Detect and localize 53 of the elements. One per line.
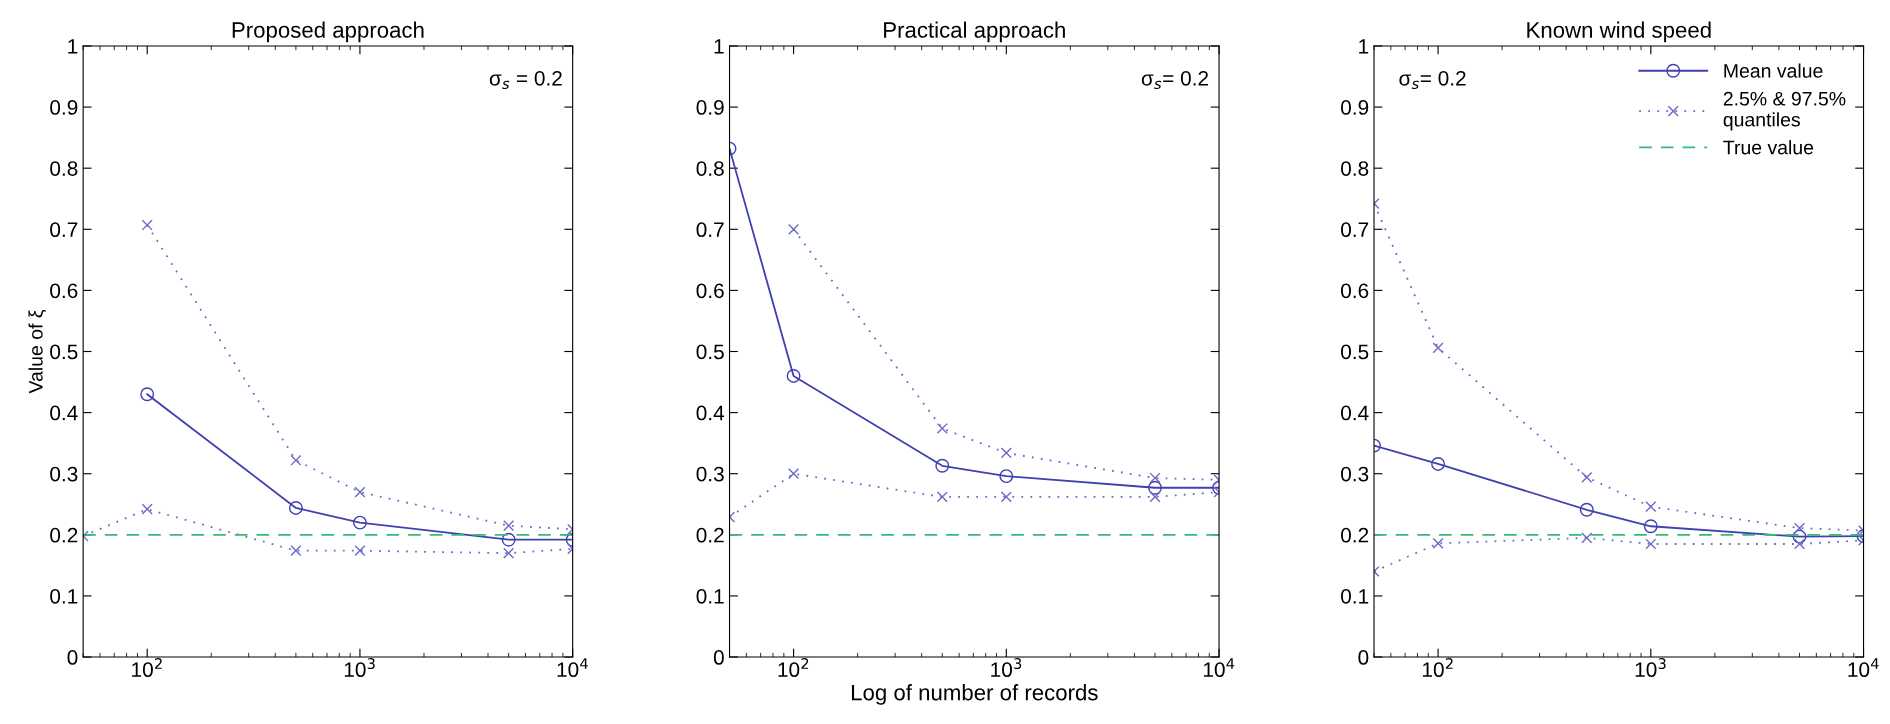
y-tick-label: 0.8 (50, 161, 78, 176)
y-tick-label: 0.6 (696, 283, 724, 299)
y-tick-label: 0.9 (696, 100, 724, 115)
x-tick-label: 10$^{3}$ (1635, 658, 1666, 678)
x-tick-label: 10$^{4}$ (1203, 658, 1235, 678)
legend-label: Mean value (1724, 63, 1823, 78)
y-tick-label: 0.8 (1341, 161, 1369, 176)
chart-title: Practical approach (884, 21, 1065, 43)
y-tick-label: 1 (1359, 39, 1369, 54)
y-tick-label: 0.2 (696, 527, 724, 543)
y-tick-label: 0.9 (50, 100, 78, 115)
y-tick-label: 0.3 (1341, 466, 1369, 482)
y-tick-label: 0.9 (1341, 100, 1369, 115)
x-tick-label: 10$^{2}$ (132, 658, 162, 678)
y-tick-label: 0.8 (696, 161, 724, 176)
y-tick-label: 0.1 (696, 588, 724, 604)
annotation: σ$_{s}$= 0.2 (1141, 70, 1209, 90)
legend-label: True value (1723, 140, 1814, 155)
y-tick-label: 0.1 (50, 588, 78, 604)
y-tick-label: 0.4 (50, 405, 78, 421)
chart-title: Known wind speed (1527, 21, 1711, 43)
x-tick-label: 10$^{3}$ (991, 658, 1022, 678)
y-tick-label: 0.1 (1341, 588, 1369, 604)
x-axis-title: Log of number of records (851, 684, 1098, 705)
y-tick-label: 0.2 (1341, 527, 1369, 543)
x-tick-label: 10$^{3}$ (344, 658, 375, 678)
y-tick-label: 0.5 (50, 344, 78, 360)
y-tick-label: 0.4 (1341, 405, 1369, 421)
y-axis-title: Value of ξ (28, 309, 46, 394)
y-tick-label: 1 (68, 39, 78, 54)
y-tick-label: 0.3 (696, 466, 724, 482)
y-tick-label: 0.5 (1341, 344, 1369, 360)
x-tick-label: 10$^{4}$ (557, 658, 588, 678)
annotation: σ$_{s}$ = 0.2 (489, 70, 562, 90)
chart-title: Proposed approach (232, 21, 424, 43)
x-tick-label: 10$^{2}$ (778, 658, 809, 678)
y-tick-label: 0.5 (696, 344, 724, 360)
y-tick-label: 0.7 (50, 222, 78, 238)
y-tick-label: 0.7 (1341, 222, 1369, 238)
y-tick-label: 0.7 (696, 222, 724, 238)
y-tick-label: 0.3 (50, 466, 78, 482)
y-tick-label: 0 (67, 650, 78, 665)
x-tick-label: 10$^{2}$ (1422, 658, 1453, 678)
legend-label: 2.5% & 97.5% quantiles (1723, 91, 1846, 131)
y-tick-label: 0 (713, 650, 724, 665)
y-tick-label: 0.4 (696, 405, 725, 421)
y-tick-label: 0.6 (50, 283, 78, 299)
y-tick-label: 1 (714, 39, 724, 54)
annotation: σ$_{s}$= 0.2 (1399, 70, 1466, 90)
x-tick-label: 10$^{4}$ (1848, 658, 1879, 678)
y-tick-label: 0 (1358, 650, 1369, 665)
y-tick-label: 0.2 (50, 527, 78, 543)
y-tick-label: 0.6 (1341, 283, 1369, 299)
